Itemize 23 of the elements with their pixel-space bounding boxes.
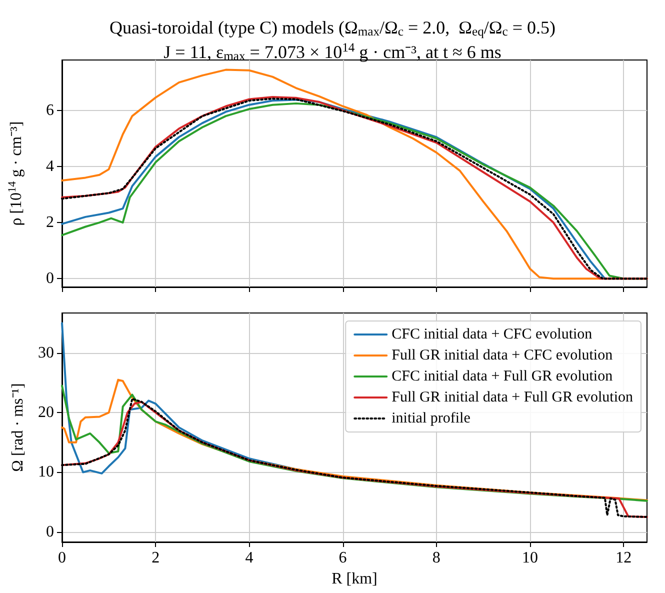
x-axis-title: R [km]	[332, 570, 378, 588]
x-tick-label: 6	[338, 550, 347, 566]
y-tick-label: 20	[38, 404, 54, 422]
legend-label: CFC initial data + Full GR evolution	[392, 368, 614, 384]
x-tick-label: 12	[616, 550, 632, 566]
legend-label: initial profile	[392, 410, 471, 426]
x-tick-label: 8	[432, 550, 440, 566]
y-tick-label: 30	[38, 344, 54, 362]
y-tick-label: 10	[38, 464, 54, 481]
y-axis-title: Ω [rad · ms⁻¹]	[10, 383, 26, 472]
x-tick-label: 0	[58, 550, 66, 566]
y-tick-label: 6	[46, 102, 54, 119]
legend-label: CFC initial data + CFC evolution	[392, 326, 593, 342]
y-tick-label: 0	[46, 523, 54, 540]
y-tick-label: 2	[46, 214, 54, 232]
legend-label: Full GR initial data + Full GR evolution	[392, 390, 634, 406]
y-axis-title: ρ [1014 g · cm⁻³]	[6, 121, 25, 226]
y-tick-label: 0	[46, 270, 54, 288]
y-tick-label: 4	[46, 158, 54, 175]
legend-label: Full GR initial data + CFC evolution	[392, 348, 614, 364]
x-tick-label: 4	[245, 550, 254, 566]
x-tick-label: 2	[152, 550, 160, 566]
x-tick-label: 10	[522, 550, 538, 566]
